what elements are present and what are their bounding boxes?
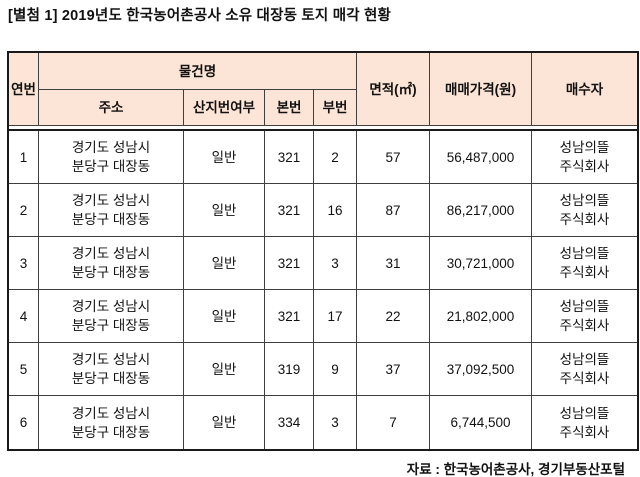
page-title: [별첨 1] 2019년도 한국농어촌공사 소유 대장동 토지 매각 현황 bbox=[8, 8, 392, 24]
cell-area: 22 bbox=[357, 290, 431, 343]
table-row: 2 경기도 성남시 분당구 대장동 일반 321 16 87 86,217,00… bbox=[9, 184, 638, 237]
cell-sub-no: 2 bbox=[314, 131, 358, 184]
cell-no: 6 bbox=[9, 396, 39, 449]
cell-address: 경기도 성남시 분당구 대장동 bbox=[39, 131, 184, 184]
source-note: 자료 : 한국농어촌공사, 경기부동산포털 bbox=[406, 462, 625, 477]
cell-buyer: 성남의뜰 주식회사 bbox=[532, 290, 638, 343]
cell-buyer: 성남의뜰 주식회사 bbox=[532, 184, 638, 237]
cell-price: 56,487,000 bbox=[430, 131, 533, 184]
cell-sub-no: 3 bbox=[314, 396, 358, 449]
table-row: 4 경기도 성남시 분당구 대장동 일반 321 17 22 21,802,00… bbox=[9, 290, 638, 343]
header-row-2: 주소 산지번여부 본번 부번 bbox=[9, 90, 637, 126]
cell-mountain: 일반 bbox=[184, 237, 265, 290]
cell-sub-no: 17 bbox=[314, 290, 358, 343]
header-cell-price: 매매가격(원) bbox=[430, 53, 533, 126]
cell-no: 5 bbox=[9, 343, 39, 396]
cell-mountain: 일반 bbox=[184, 290, 265, 343]
header-cell-address: 주소 bbox=[39, 90, 184, 126]
cell-sub-no: 16 bbox=[314, 184, 358, 237]
cell-address: 경기도 성남시 분당구 대장동 bbox=[39, 184, 184, 237]
cell-main-no: 321 bbox=[265, 131, 314, 184]
cell-buyer: 성남의뜰 주식회사 bbox=[532, 131, 638, 184]
cell-main-no: 321 bbox=[265, 237, 314, 290]
cell-address: 경기도 성남시 분당구 대장동 bbox=[39, 237, 184, 290]
header-cell-property: 물건명 bbox=[39, 53, 358, 90]
cell-address: 경기도 성남시 분당구 대장동 bbox=[39, 396, 184, 449]
cell-buyer: 성남의뜰 주식회사 bbox=[559, 405, 610, 440]
cell-address: 경기도 성남시 분당구 대장동 bbox=[39, 343, 184, 396]
cell-area: 37 bbox=[357, 343, 431, 396]
header-row-1: 연번 물건명 면적(㎡) 매매가격(원) 매수자 bbox=[9, 53, 638, 126]
cell-mountain: 일반 bbox=[184, 343, 265, 396]
cell-main-no: 319 bbox=[265, 343, 314, 396]
table-row: 3 경기도 성남시 분당구 대장동 일반 321 3 31 30,721,000… bbox=[9, 237, 638, 290]
header-cell-sub-no: 부번 bbox=[314, 90, 358, 126]
cell-mountain: 일반 bbox=[184, 131, 265, 184]
separator-cell bbox=[9, 126, 638, 131]
cell-main-no: 321 bbox=[265, 290, 314, 343]
cell-price: 30,721,000 bbox=[430, 237, 533, 290]
table-row: 5 경기도 성남시 분당구 대장동 일반 319 9 37 37,092,500… bbox=[9, 343, 638, 396]
header-body-separator bbox=[9, 126, 638, 131]
header-cell-buyer: 매수자 bbox=[532, 53, 638, 126]
header-cell-mountain: 산지번여부 bbox=[184, 90, 265, 126]
cell-sub-no: 3 bbox=[314, 237, 358, 290]
cell-mountain: 일반 bbox=[184, 396, 265, 449]
cell-no: 3 bbox=[9, 237, 39, 290]
cell-address: 경기도 성남시 분당구 대장동 bbox=[39, 290, 184, 343]
cell-sub-no: 9 bbox=[314, 343, 358, 396]
cell-price: 37,092,500 bbox=[430, 343, 533, 396]
table-row: 6 경기도 성남시 분당구 대장동 일반 334 3 7 6,744,500 성… bbox=[9, 396, 637, 449]
header-cell-main-no: 본번 bbox=[265, 90, 314, 126]
cell-mountain: 일반 bbox=[184, 184, 265, 237]
cell-buyer: 성남의뜰 주식회사 bbox=[532, 343, 638, 396]
header-cell-no: 연번 bbox=[9, 53, 39, 126]
cell-no: 2 bbox=[9, 184, 39, 237]
cell-no: 4 bbox=[9, 290, 39, 343]
cell-main-no: 334 bbox=[265, 396, 314, 449]
table-row: 1 경기도 성남시 분당구 대장동 일반 321 2 57 56,487,000… bbox=[9, 131, 638, 184]
cell-price: 86,217,000 bbox=[430, 184, 533, 237]
cell-main-no: 321 bbox=[265, 184, 314, 237]
cell-area: 7 bbox=[357, 396, 431, 449]
cell-buyer: 성남의뜰 주식회사 bbox=[532, 237, 638, 290]
cell-price: 6,744,500 bbox=[430, 396, 533, 449]
land-sale-table: 연번 물건명 면적(㎡) 매매가격(원) 매수자 주소 산지번여부 본번 부번 … bbox=[7, 51, 640, 451]
cell-area: 87 bbox=[357, 184, 431, 237]
cell-area: 31 bbox=[357, 237, 431, 290]
cell-no: 1 bbox=[9, 131, 39, 184]
cell-area: 57 bbox=[357, 131, 431, 184]
header-cell-area: 면적(㎡) bbox=[357, 53, 431, 126]
cell-price: 21,802,000 bbox=[430, 290, 533, 343]
